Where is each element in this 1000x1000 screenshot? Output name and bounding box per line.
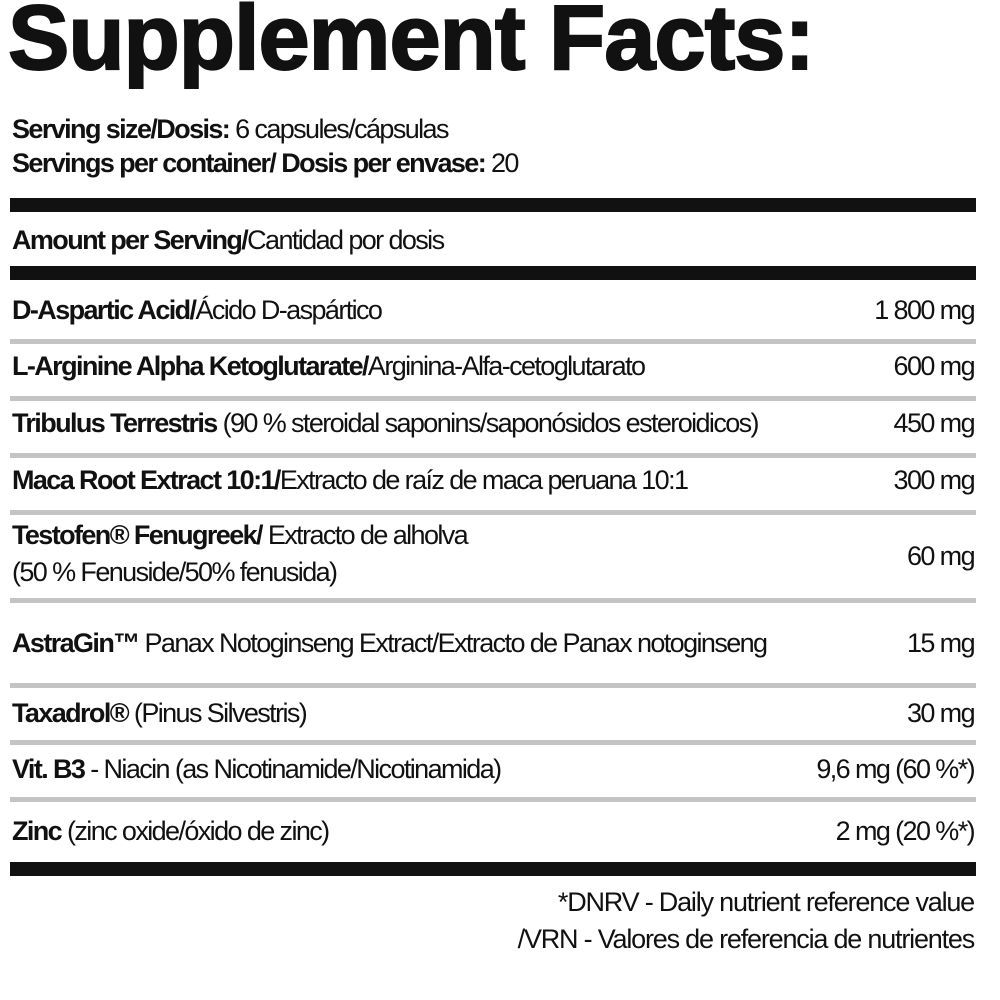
ingredient-name: Vit. B3 - Niacin (as Nicotinamide/Nicoti… — [12, 754, 502, 784]
ingredient-name-regular: (Pinus Silvestris) — [128, 698, 308, 728]
ingredient-name-bold: D-Aspartic Acid/ — [12, 295, 197, 325]
ingredient-amount: 60 mg — [906, 541, 976, 571]
row-divider — [10, 396, 976, 401]
ingredient-amount: 300 mg — [893, 465, 976, 495]
ingredient-name-regular: (zinc oxide/óxido de zinc) — [61, 816, 330, 846]
serving-size: Serving size/Dosis: 6 capsules/cápsulas — [12, 114, 449, 144]
ingredient-amount: 450 mg — [893, 408, 976, 438]
thick-divider — [10, 862, 976, 876]
row-divider — [10, 510, 976, 515]
ingredient-name-bold: AstraGin™ — [12, 628, 140, 658]
ingredient-name: Maca Root Extract 10:1/Extracto de raíz … — [12, 465, 689, 495]
amount-header-regular: Cantidad por dosis — [247, 225, 445, 255]
serving-size-label: Serving size/Dosis: — [12, 114, 231, 144]
ingredient-name-bold: Vit. B3 — [12, 754, 86, 784]
row-divider — [10, 683, 976, 688]
row-divider — [10, 339, 976, 344]
footnote-line-2: /VRN - Valores de referencia de nutrient… — [517, 924, 976, 954]
serving-size-value: 6 capsules/cápsulas — [235, 114, 449, 144]
ingredient-name-regular: Ácido D-aspártico — [195, 295, 382, 325]
row-divider — [10, 598, 976, 603]
ingredient-name: Zinc (zinc oxide/óxido de zinc) — [12, 816, 330, 846]
servings-per-container: Servings per container/ Dosis per envase… — [12, 148, 519, 178]
ingredient-name: AstraGin™ Panax Notoginseng Extract/Extr… — [12, 628, 769, 658]
row-divider — [10, 797, 976, 802]
ingredient-name: L-Arginine Alpha Ketoglutarate/Arginina-… — [12, 351, 646, 381]
ingredient-name-regular: Panax Notoginseng Extract/Extracto de Pa… — [138, 628, 769, 658]
ingredient-name: D-Aspartic Acid/Ácido D-aspártico — [12, 295, 383, 325]
ingredient-name-regular: Extracto de raíz de maca peruana 10:1 — [279, 465, 689, 495]
ingredient-name-line2: (50 % Fenuside/50% fenusida) — [12, 557, 338, 587]
ingredient-name: Tribulus Terrestris (90 % steroidal sapo… — [12, 408, 760, 438]
ingredient-name-bold: Tribulus Terrestris — [12, 408, 218, 438]
ingredient-name: Taxadrol® (Pinus Silvestris) — [12, 698, 308, 728]
footnote-line-1: *DNRV - Daily nutrient reference value — [557, 887, 975, 917]
servings-per-container-value: 20 — [491, 148, 519, 178]
ingredient-name: Testofen® Fenugreek/ Extracto de alholva… — [12, 520, 469, 587]
thick-divider — [10, 266, 976, 280]
ingredient-name-bold: Testofen® Fenugreek/ — [12, 520, 264, 550]
ingredient-name-bold: Zinc — [12, 816, 63, 846]
ingredient-name-bold: Taxadrol® — [12, 698, 130, 728]
ingredient-amount: 600 mg — [893, 351, 976, 381]
ingredient-amount: 15 mg — [906, 628, 976, 658]
ingredient-name-regular: (90 % steroidal saponins/saponósidos est… — [216, 408, 760, 438]
servings-per-container-label: Servings per container/ Dosis per envase… — [12, 148, 487, 178]
ingredient-name-bold: L-Arginine Alpha Ketoglutarate/ — [12, 351, 370, 381]
ingredient-name-regular: Arginina-Alfa-cetoglutarato — [367, 351, 646, 381]
amount-header: Amount per Serving/Cantidad por dosis — [12, 225, 445, 255]
thick-divider — [10, 198, 976, 212]
ingredient-name-bold: Maca Root Extract 10:1/ — [12, 465, 281, 495]
ingredient-name-regular: Extracto de alholva — [261, 520, 469, 550]
amount-header-bold: Amount per Serving/ — [12, 225, 249, 255]
ingredient-amount: 9,6 mg (60 %*) — [816, 754, 975, 784]
page-title: Supplement Facts: — [7, 0, 816, 89]
ingredient-amount: 1 800 mg — [874, 295, 975, 325]
row-divider — [10, 740, 976, 745]
ingredient-amount: 30 mg — [906, 698, 976, 728]
ingredient-name-regular: - Niacin (as Nicotinamide/Nicotinamida) — [84, 754, 502, 784]
row-divider — [10, 453, 976, 458]
footnote: *DNRV - Daily nutrient reference value /… — [517, 884, 976, 958]
ingredient-amount: 2 mg (20 %*) — [835, 816, 976, 846]
